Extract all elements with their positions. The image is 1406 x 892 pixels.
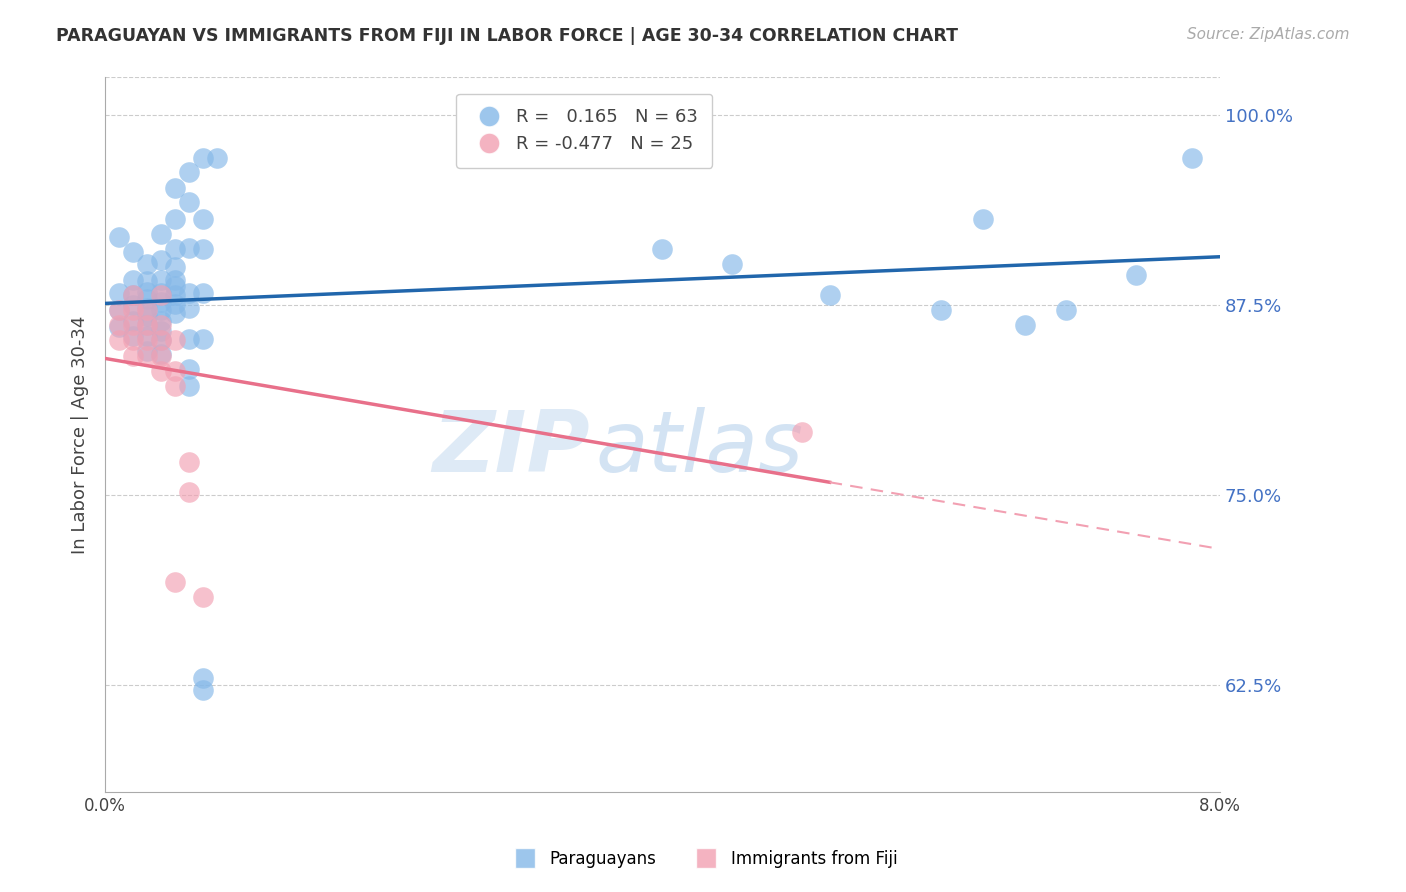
Point [163,181,186,195]
Point [108,334,131,348]
Point [149,334,172,348]
Point [136,285,159,299]
Point [122,318,145,333]
Point [149,272,172,286]
Point [108,230,131,244]
Point [149,324,172,338]
Point [1125,268,1147,282]
Point [149,318,172,333]
Point [790,425,813,439]
Point [122,287,145,301]
Point [136,257,159,271]
Point [136,309,159,323]
Legend: R =   0.165   N = 63, R = -0.477   N = 25: R = 0.165 N = 63, R = -0.477 N = 25 [457,94,713,168]
Point [136,343,159,358]
Point [721,257,744,271]
Point [122,287,145,301]
Point [177,241,200,255]
Point [177,286,200,301]
Point [191,682,214,697]
Text: ZIP: ZIP [433,408,591,491]
Point [972,211,994,226]
Point [122,334,145,348]
Point [149,286,172,301]
Point [136,334,159,348]
Point [149,364,172,378]
Point [122,313,145,327]
Point [1056,302,1078,317]
Point [149,347,172,361]
Point [177,362,200,376]
Point [191,286,214,301]
Point [108,318,131,333]
Point [929,302,952,317]
Point [136,318,159,333]
Point [191,671,214,685]
Point [149,287,172,301]
Point [149,252,172,267]
Point [136,349,159,363]
Text: PARAGUAYAN VS IMMIGRANTS FROM FIJI IN LABOR FORCE | AGE 30-34 CORRELATION CHART: PARAGUAYAN VS IMMIGRANTS FROM FIJI IN LA… [56,27,959,45]
Point [149,349,172,363]
Point [136,293,159,307]
Point [122,272,145,286]
Point [108,286,131,301]
Point [163,574,186,589]
Point [122,298,145,312]
Point [136,302,159,317]
Point [149,227,172,241]
Point [163,379,186,393]
Point [163,334,186,348]
Point [191,211,214,226]
Point [177,164,200,178]
Point [136,274,159,288]
Point [163,211,186,226]
Point [818,287,841,301]
Point [177,379,200,393]
Point [122,328,145,343]
Point [191,332,214,346]
Point [163,278,186,293]
Point [108,302,131,317]
Point [177,301,200,316]
Point [108,302,131,317]
Text: Source: ZipAtlas.com: Source: ZipAtlas.com [1187,27,1350,42]
Point [177,455,200,469]
Point [163,297,186,311]
Point [163,242,186,256]
Point [177,195,200,210]
Point [163,364,186,378]
Point [122,349,145,363]
Y-axis label: In Labor Force | Age 30-34: In Labor Force | Age 30-34 [72,316,89,554]
Point [191,590,214,604]
Point [163,287,186,301]
Point [177,332,200,346]
Point [191,151,214,165]
Point [1014,318,1036,333]
Point [136,318,159,333]
Point [149,334,172,348]
Point [122,302,145,317]
Legend: Paraguayans, Immigrants from Fiji: Paraguayans, Immigrants from Fiji [502,844,904,875]
Point [136,301,159,316]
Point [1181,151,1204,165]
Point [122,245,145,260]
Point [651,242,673,256]
Point [136,328,159,343]
Point [205,151,228,165]
Point [149,302,172,317]
Point [149,313,172,327]
Point [177,485,200,500]
Point [108,319,131,334]
Text: atlas: atlas [596,408,804,491]
Point [163,306,186,320]
Point [163,260,186,275]
Point [163,272,186,286]
Point [191,242,214,256]
Point [149,295,172,310]
